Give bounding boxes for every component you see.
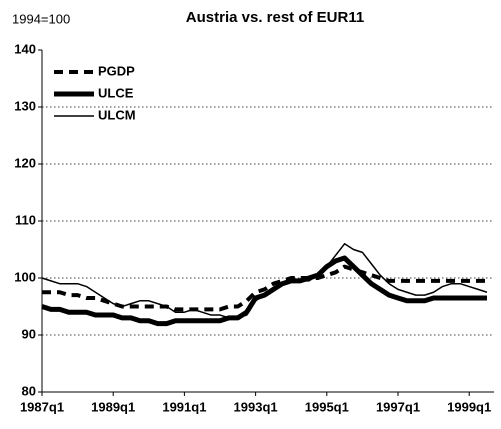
y-tick-label: 120 xyxy=(14,155,36,170)
y-tick-label: 140 xyxy=(14,41,36,56)
chart-subtitle: 1994=100 xyxy=(12,11,70,26)
x-tick-label: 1997q1 xyxy=(376,399,420,414)
y-tick-label: 90 xyxy=(22,326,36,341)
x-tick-label: 1991q1 xyxy=(162,399,206,414)
x-tick-label: 1987q1 xyxy=(20,399,64,414)
x-tick-label: 1999q1 xyxy=(447,399,491,414)
y-tick-label: 130 xyxy=(14,98,36,113)
chart-title: Austria vs. rest of EUR11 xyxy=(186,9,364,26)
line-ulcm xyxy=(41,243,488,319)
x-tick-label: 1989q1 xyxy=(91,399,135,414)
y-tick-label: 110 xyxy=(15,212,36,227)
x-tick-label: 1993q1 xyxy=(234,399,278,414)
legend-label: ULCM xyxy=(98,107,136,122)
x-tick-label: 1995q1 xyxy=(305,399,349,414)
y-tick-label: 80 xyxy=(22,383,36,398)
legend-label: PGDP xyxy=(98,63,135,78)
legend-label: ULCE xyxy=(98,85,134,100)
y-tick-label: 100 xyxy=(14,269,36,284)
